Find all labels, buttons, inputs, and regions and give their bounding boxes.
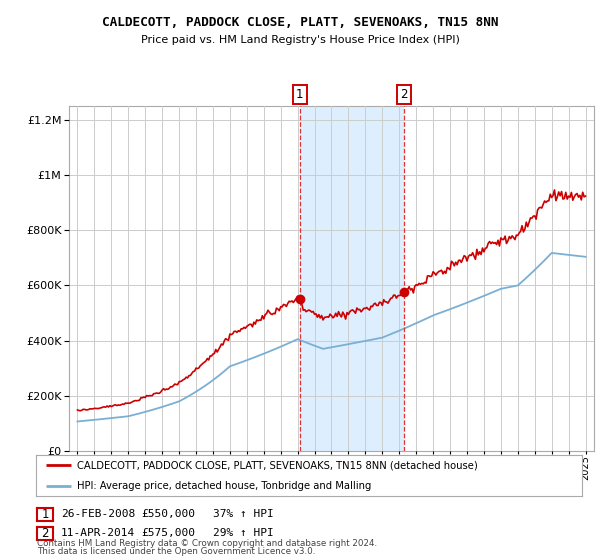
Text: £575,000: £575,000	[141, 528, 195, 538]
Text: 2: 2	[400, 88, 407, 101]
Bar	[300, 106, 404, 451]
Text: 29% ↑ HPI: 29% ↑ HPI	[213, 528, 274, 538]
Text: 1: 1	[41, 508, 49, 521]
Text: 37% ↑ HPI: 37% ↑ HPI	[213, 509, 274, 519]
Text: 1: 1	[296, 88, 304, 101]
Text: £550,000: £550,000	[141, 509, 195, 519]
Text: CALDECOTT, PADDOCK CLOSE, PLATT, SEVENOAKS, TN15 8NN (detached house): CALDECOTT, PADDOCK CLOSE, PLATT, SEVENOA…	[77, 460, 478, 470]
Text: Contains HM Land Registry data © Crown copyright and database right 2024.: Contains HM Land Registry data © Crown c…	[37, 539, 377, 548]
Text: Price paid vs. HM Land Registry's House Price Index (HPI): Price paid vs. HM Land Registry's House …	[140, 35, 460, 45]
Text: 11-APR-2014: 11-APR-2014	[61, 528, 136, 538]
Text: HPI: Average price, detached house, Tonbridge and Malling: HPI: Average price, detached house, Tonb…	[77, 480, 371, 491]
Text: CALDECOTT, PADDOCK CLOSE, PLATT, SEVENOAKS, TN15 8NN: CALDECOTT, PADDOCK CLOSE, PLATT, SEVENOA…	[102, 16, 498, 29]
Text: This data is licensed under the Open Government Licence v3.0.: This data is licensed under the Open Gov…	[37, 547, 316, 556]
Text: 2: 2	[41, 527, 49, 540]
Text: 26-FEB-2008: 26-FEB-2008	[61, 509, 136, 519]
